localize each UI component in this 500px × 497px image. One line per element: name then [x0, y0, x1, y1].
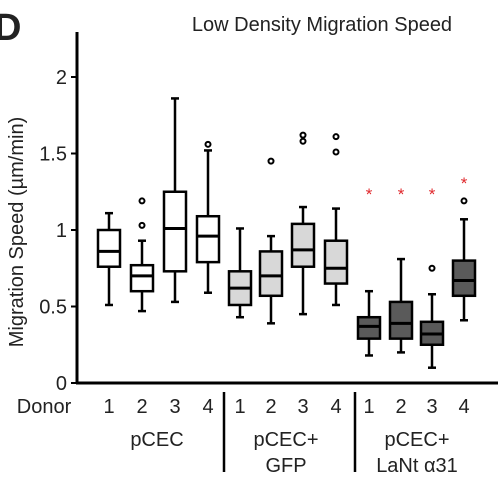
box-iqr — [323, 239, 349, 285]
box-iqr — [129, 263, 155, 293]
donor-tick-label: 1 — [103, 396, 114, 418]
box-3 — [162, 97, 188, 304]
box-iqr — [290, 222, 316, 268]
group-label: GFP — [265, 455, 306, 477]
y-tick-label: 1.5 — [39, 144, 67, 166]
donor-tick-label: 3 — [169, 396, 180, 418]
outlier-point — [267, 157, 275, 165]
outlier-point — [332, 133, 340, 141]
box-8 — [323, 133, 349, 307]
box-iqr — [451, 259, 477, 298]
box-iqr — [258, 250, 284, 298]
donor-tick-label: 3 — [426, 396, 437, 418]
significance-asterisk: * — [398, 185, 405, 204]
group-label: pCEC+ — [253, 429, 318, 451]
significance-asterisk: * — [461, 174, 468, 193]
donor-tick-label: 4 — [458, 396, 469, 418]
outlier-point — [299, 131, 307, 139]
y-ticks: 0 0.5 1 1.5 2 — [39, 67, 77, 395]
box-iqr — [96, 228, 122, 268]
box-10: * — [388, 185, 414, 354]
y-tick-label: 2 — [56, 67, 67, 89]
outlier-point — [460, 197, 468, 205]
significance-asterisk: * — [366, 185, 373, 204]
donor-tick-label: 2 — [136, 396, 147, 418]
panel-label: D — [0, 7, 21, 49]
group-labels: pCEC pCEC+ GFP pCEC+ LaNt α31 — [130, 429, 457, 477]
box-iqr — [388, 300, 414, 340]
box-9: * — [356, 185, 382, 357]
y-tick-label: 0.5 — [39, 297, 67, 319]
outlier-point — [332, 148, 340, 156]
box-2 — [129, 197, 155, 313]
y-tick-label: 1 — [56, 220, 67, 242]
outlier-point — [204, 140, 212, 148]
box-iqr — [356, 315, 382, 340]
donor-tick-label: 4 — [330, 396, 341, 418]
group-label: pCEC+ — [384, 429, 449, 451]
y-tick-label: 0 — [56, 373, 67, 395]
significance-asterisk: * — [429, 185, 436, 204]
x-axis-donor-label: Donor — [17, 396, 72, 418]
donor-tick-label: 1 — [234, 396, 245, 418]
box-7 — [290, 131, 316, 316]
donor-tick-label: 2 — [265, 396, 276, 418]
box-4 — [195, 140, 221, 294]
box-6 — [258, 157, 284, 325]
y-axis-label: Migration Speed (µm/min) — [6, 117, 28, 348]
outlier-point — [299, 137, 307, 145]
box-5 — [227, 227, 253, 319]
donor-tick-label: 4 — [202, 396, 213, 418]
box-11: * — [419, 185, 445, 369]
box-iqr — [162, 190, 188, 273]
boxes-layer: * * * * — [96, 97, 477, 369]
group-label: LaNt α31 — [376, 455, 458, 477]
outlier-point — [428, 264, 436, 272]
donor-tick-label: 2 — [395, 396, 406, 418]
box-12: * — [451, 174, 477, 322]
outlier-point — [138, 197, 146, 205]
donor-tick-label: 1 — [363, 396, 374, 418]
donor-tick-label: 3 — [297, 396, 308, 418]
box-1 — [96, 211, 122, 307]
group-label: pCEC — [130, 429, 183, 451]
chart-title: Low Density Migration Speed — [192, 14, 452, 36]
outlier-point — [138, 221, 146, 229]
box-iqr — [195, 214, 221, 264]
